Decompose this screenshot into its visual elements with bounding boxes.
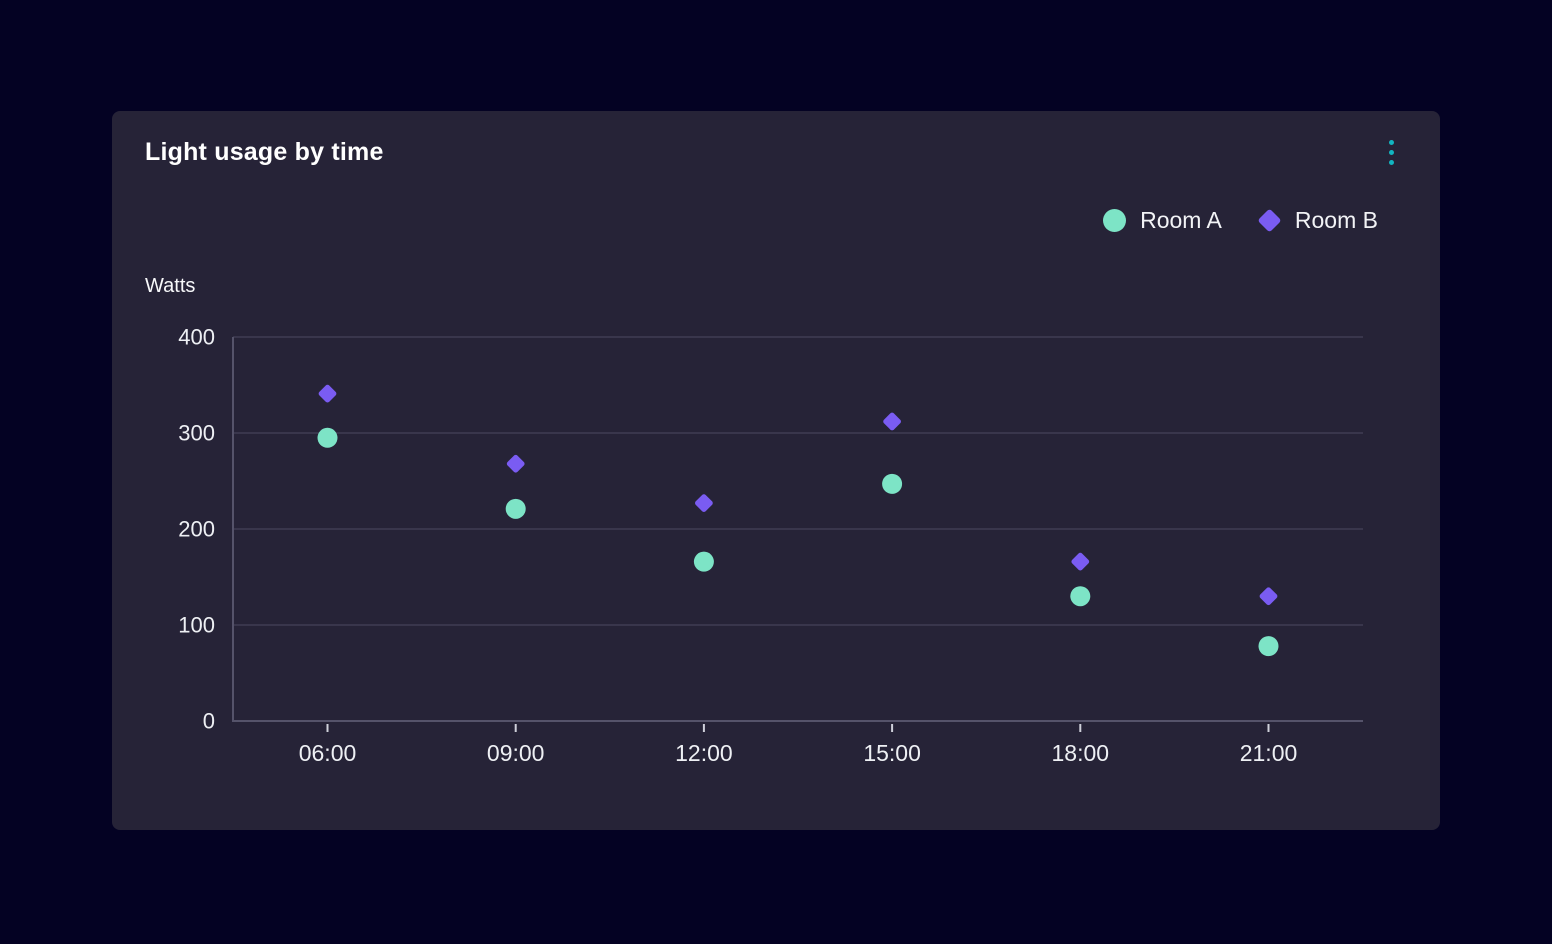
page-title: Light usage by time bbox=[145, 138, 384, 166]
data-point-room-b[interactable] bbox=[506, 454, 526, 474]
y-tick-label: 100 bbox=[178, 613, 215, 638]
data-point-room-a[interactable] bbox=[693, 551, 714, 572]
x-tick-label: 06:00 bbox=[299, 740, 357, 766]
data-point-room-b[interactable] bbox=[1070, 552, 1090, 572]
data-point-room-b[interactable] bbox=[882, 412, 902, 432]
chart-card: Light usage by time Room A Room B Watts … bbox=[112, 111, 1440, 830]
x-tick-label: 12:00 bbox=[675, 740, 733, 766]
x-tick-label: 18:00 bbox=[1052, 740, 1110, 766]
chart-legend: Room A Room B bbox=[1103, 207, 1378, 234]
data-point-room-a[interactable] bbox=[317, 427, 338, 448]
data-point-room-b[interactable] bbox=[694, 493, 714, 513]
legend-label: Room B bbox=[1294, 207, 1378, 233]
kebab-menu-icon bbox=[1389, 150, 1394, 155]
data-point-room-a[interactable] bbox=[882, 473, 903, 494]
scatter-chart: 0 100 200 300 400 06:00 09:00 12:00 15:00 18:00 21… bbox=[178, 325, 1363, 766]
data-point-room-a[interactable] bbox=[1070, 586, 1091, 607]
x-tick-label: 21:00 bbox=[1240, 740, 1298, 766]
y-axis-title: Watts bbox=[145, 275, 196, 297]
y-tick-label: 200 bbox=[178, 517, 215, 542]
circle-marker-icon bbox=[1103, 209, 1127, 232]
y-tick-label: 400 bbox=[178, 325, 215, 350]
y-tick-label: 0 bbox=[203, 709, 215, 734]
x-tick-label: 09:00 bbox=[487, 740, 545, 766]
legend-item-room-b[interactable]: Room B bbox=[1257, 207, 1378, 234]
kebab-menu-icon bbox=[1389, 140, 1394, 145]
x-tick-label: 15:00 bbox=[863, 740, 921, 766]
data-point-room-b[interactable] bbox=[318, 384, 338, 404]
y-tick-label: 300 bbox=[178, 421, 215, 446]
data-point-room-a[interactable] bbox=[505, 498, 526, 519]
data-point-room-a[interactable] bbox=[1258, 636, 1279, 657]
card-header: Light usage by time bbox=[112, 111, 1440, 167]
legend-label: Room A bbox=[1140, 207, 1222, 233]
kebab-menu-button[interactable] bbox=[1383, 138, 1400, 167]
kebab-menu-icon bbox=[1389, 160, 1394, 165]
data-point-room-b[interactable] bbox=[1259, 586, 1279, 606]
legend-item-room-a[interactable]: Room A bbox=[1103, 207, 1222, 234]
